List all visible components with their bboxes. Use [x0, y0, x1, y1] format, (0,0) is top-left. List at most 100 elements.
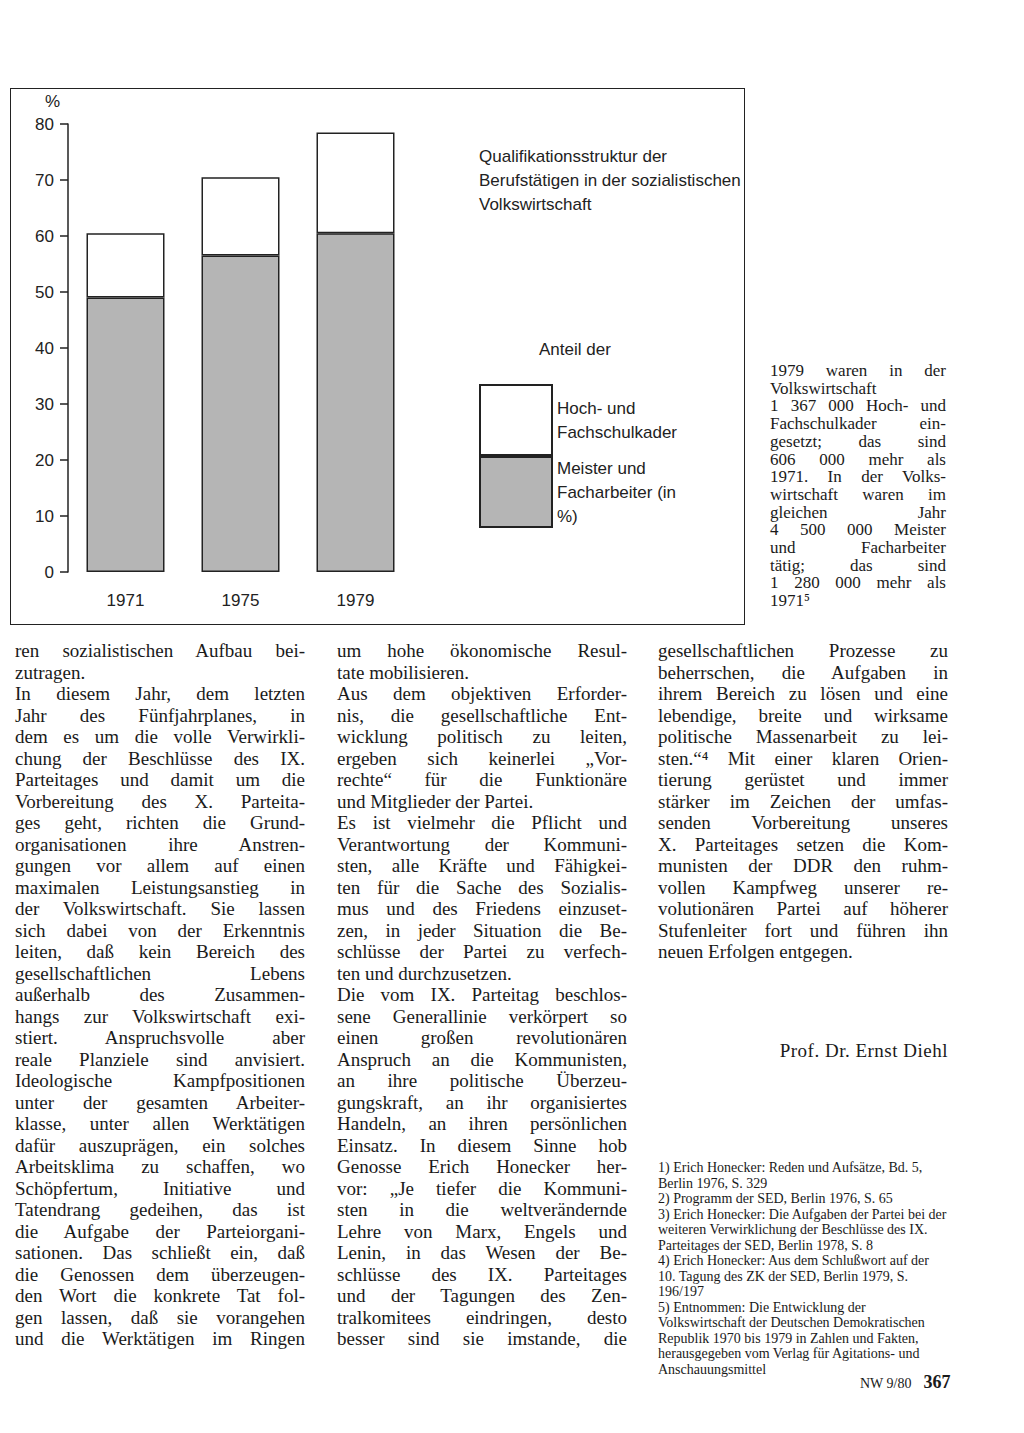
svg-text:60: 60 — [35, 227, 54, 246]
html-text:Stufenleiter fort und führen i: Stufenleiter fort und führen ihn — [658, 919, 948, 941]
html-text:Parteitages und damit um die: Parteitages und damit um die — [15, 769, 305, 790]
html-text:und der Tagungen des Zen-: und der Tagungen des Zen- — [337, 1285, 627, 1306]
html-text:Tatendrang gedeihen, das ist: Tatendrang gedeihen, das ist — [15, 1199, 305, 1220]
html-text:Jahr des Fünfjahrplanes, in: Jahr des Fünfjahrplanes, in — [15, 704, 305, 726]
html-text:1) Erich Honecker: Reden und A: 1) Erich Honecker: Reden und Aufsätze, B… — [658, 1160, 923, 1191]
html-text:chung der Beschlüsse des IX.: chung der Beschlüsse des IX. — [15, 747, 305, 769]
svg-text:Anteil der: Anteil der — [539, 340, 611, 359]
html-text:leiten, daß kein Bereich des: leiten, daß kein Bereich des — [15, 941, 305, 962]
svg-text:Hoch- und: Hoch- und — [557, 399, 640, 418]
html-text:Lehre von Marx, Engels und: Lehre von Marx, Engels und — [337, 1220, 627, 1242]
html-text:ren sozialistischen Aufbau bei: ren sozialistischen Aufbau bei- — [15, 640, 305, 661]
html-text:ten für die Sache des Sozialis: ten für die Sache des Sozialis- — [337, 876, 627, 898]
html-text:4) Erich Honecker: Aus dem Sch: 4) Erich Honecker: Aus dem Schlußwort au… — [658, 1253, 929, 1299]
html-text:Die vom IX. Parteitag beschlos: Die vom IX. Parteitag beschlos- — [337, 984, 627, 1005]
html-text:dem es um die volle Verwirkli-: dem es um die volle Verwirkli- — [15, 726, 305, 747]
html-text:In diesem Jahr, dem letzten: In diesem Jahr, dem letzten — [15, 683, 305, 704]
svg-text:Facharbeiter (in: Facharbeiter (in — [557, 483, 681, 502]
html-text:den Wort die konkrete Tat fol-: den Wort die konkrete Tat fol- — [15, 1285, 305, 1306]
svg-text:%): %) — [557, 507, 578, 526]
html-text:5) Entnommen: Die Entwicklung: 5) Entnommen: Die Entwicklung der Volksw… — [658, 1299, 925, 1377]
html-text:Es ist vielmehr die Pflicht un: Es ist vielmehr die Pflicht und — [337, 812, 627, 833]
html-text:Lenin, in das Wesen der Be-: Lenin, in das Wesen der Be- — [337, 1242, 627, 1263]
html-text:Verantwortung der Kommuni-: Verantwortung der Kommuni- — [337, 833, 627, 855]
html-text:wicklung politisch zu leiten,: wicklung politisch zu leiten, — [337, 726, 627, 747]
svg-text:1979: 1979 — [337, 591, 375, 610]
html-text:sich dabei von der Erkenntnis: sich dabei von der Erkenntnis — [15, 919, 305, 941]
html-text:vollen Kampfweg unserer re-: vollen Kampfweg unserer re- — [658, 876, 948, 898]
html-text:tralkomitees eindringen, desto: tralkomitees eindringen, desto — [337, 1306, 627, 1328]
svg-text:Berufstätigen in der sozialist: Berufstätigen in der sozialistischen — [479, 171, 744, 190]
html-text:und die Werktätigen im Ringen: und die Werktätigen im Ringen — [15, 1328, 305, 1349]
svg-text:1975: 1975 — [222, 591, 260, 610]
html-text:außerhalb des Zusammen-: außerhalb des Zusammen- — [15, 984, 305, 1005]
html-text:gen lassen, daß sie vorangehen: gen lassen, daß sie vorangehen — [15, 1306, 305, 1328]
html-text:hangs zur Volkswirtschaft exi-: hangs zur Volkswirtschaft exi- — [15, 1005, 305, 1027]
svg-text:%: % — [45, 92, 60, 111]
html-text:3) Erich Honecker: Die Aufgabe: 3) Erich Honecker: Die Aufgaben der Part… — [658, 1206, 947, 1253]
html-text:gungen vor allem auf einen: gungen vor allem auf einen — [15, 855, 305, 876]
html-text:unter der gesamten Arbeiter-: unter der gesamten Arbeiter- — [15, 1091, 305, 1113]
html-text:vor: „Je tiefer die Kommuni-: vor: „Je tiefer die Kommuni- — [337, 1177, 627, 1199]
svg-text:80: 80 — [35, 115, 54, 134]
html-text:gesellschaftlichen Lebens: gesellschaftlichen Lebens — [15, 962, 305, 984]
html-text:zutragen.: zutragen. — [15, 661, 86, 683]
svg-text:Meister und: Meister und — [557, 459, 651, 478]
svg-text:40: 40 — [35, 339, 54, 358]
svg-text:50: 50 — [35, 283, 54, 302]
svg-text:20: 20 — [35, 451, 54, 470]
html-text:tate mobilisieren.: tate mobilisieren. — [337, 661, 469, 683]
html-text:ergeben sich keinerlei „Vor-: ergeben sich keinerlei „Vor- — [337, 747, 627, 769]
html-text:ges geht, richten die Grund-: ges geht, richten die Grund- — [15, 812, 305, 833]
html-text:ten und durchzusetzen.: ten und durchzusetzen. — [337, 962, 512, 984]
html-text:stärker im Zeichen der umfas-: stärker im Zeichen der umfas- — [658, 790, 948, 812]
svg-text:Qualifikationsstruktur der: Qualifikationsstruktur der — [479, 147, 672, 166]
html-text:sten in die weltverändernde: sten in die weltverändernde — [337, 1199, 627, 1220]
html-text:Genosse Erich Honecker her-: Genosse Erich Honecker her- — [337, 1156, 627, 1177]
html-text:X. Parteitages setzen die Kom-: X. Parteitages setzen die Kom- — [658, 833, 948, 855]
html-text:Anspruch an die Kommunisten,: Anspruch an die Kommunisten, — [337, 1048, 627, 1070]
html-text:organisationen ihre Anstren-: organisationen ihre Anstren- — [15, 833, 305, 855]
html-text:Handeln, an ihren persönlichen: Handeln, an ihren persönlichen — [337, 1113, 627, 1134]
svg-text:70: 70 — [35, 171, 54, 190]
html-text:Arbeitsklima zu schaffen, wo: Arbeitsklima zu schaffen, wo — [15, 1156, 305, 1177]
html-text:mus und des Friedens einzuset-: mus und des Friedens einzuset- — [337, 898, 627, 919]
svg-text:30: 30 — [35, 395, 54, 414]
html-text:gungskraft, an ihr organisiert: gungskraft, an ihr organisiertes — [337, 1091, 627, 1113]
html-text:Einsatz. In diesem Sinne hob: Einsatz. In diesem Sinne hob — [337, 1134, 627, 1156]
html-text:stiert. Anspruchsvolle aber: stiert. Anspruchsvolle aber — [15, 1027, 305, 1048]
html-text:um hohe ökonomische Resul-: um hohe ökonomische Resul- — [337, 640, 627, 661]
html-text:sten.“⁴ Mit einer klaren Orien: sten.“⁴ Mit einer klaren Orien- — [658, 747, 948, 769]
html-text:dafür auszuprägen, ein solches: dafür auszuprägen, ein solches — [15, 1134, 305, 1156]
html-text:die Aufgabe der Parteiorgani-: die Aufgabe der Parteiorgani- — [15, 1220, 305, 1242]
html-text:rechte“ für die Funktionäre: rechte“ für die Funktionäre — [337, 769, 627, 790]
svg-text:0: 0 — [45, 563, 54, 582]
svg-text:Volkswirtschaft: Volkswirtschaft — [479, 195, 592, 214]
html-text:nis, die gesellschaftliche Ent: nis, die gesellschaftliche Ent- — [337, 704, 627, 726]
html-text:Schöpfertum, Initiative und: Schöpfertum, Initiative und — [15, 1177, 305, 1199]
html-text:die Genossen dem überzeugen-: die Genossen dem überzeugen- — [15, 1263, 305, 1285]
html-text:gesellschaftlichen Prozesse zu: gesellschaftlichen Prozesse zu — [658, 640, 948, 661]
svg-text:Fachschulkader: Fachschulkader — [557, 423, 677, 442]
html-text:Aus dem objektiven Erforder-: Aus dem objektiven Erforder- — [337, 683, 627, 704]
html-text:besser sind sie imstande, die: besser sind sie imstande, die — [337, 1328, 627, 1349]
svg-text:1971: 1971 — [107, 591, 145, 610]
html-text:schlüsse der Partei zu verfech: schlüsse der Partei zu verfech- — [337, 941, 627, 962]
html-text:sationen. Das schließt ein, da: sationen. Das schließt ein, daß — [15, 1242, 305, 1263]
html-text:sten, alle Kräfte und Fähigkei: sten, alle Kräfte und Fähigkei- — [337, 855, 627, 876]
html-text:schlüsse des IX. Parteitages: schlüsse des IX. Parteitages — [337, 1263, 627, 1285]
svg-text:10: 10 — [35, 507, 54, 526]
html-text:sene Generallinie verkörpert s: sene Generallinie verkörpert so — [337, 1005, 627, 1027]
html-text:klasse, unter allen Werktätige: klasse, unter allen Werktätigen — [15, 1113, 305, 1134]
html-text:an ihre politische Überzeu-: an ihre politische Überzeu- — [337, 1070, 627, 1091]
html-text:der Volkswirtschaft. Sie lasse: der Volkswirtschaft. Sie lassen — [15, 898, 305, 919]
html-text:einen großen revolutionären: einen großen revolutionären — [337, 1027, 627, 1048]
html-text:reale Planziele sind anvisiert: reale Planziele sind anvisiert. — [15, 1048, 305, 1070]
html-text:beherrschen, die Aufgaben in: beherrschen, die Aufgaben in — [658, 661, 948, 683]
html-text:und Mitglieder der Partei.: und Mitglieder der Partei. — [337, 790, 534, 812]
html-text:Vorbereitung des X. Parteita-: Vorbereitung des X. Parteita- — [15, 790, 305, 812]
html-text:lebendige, breite und wirksame: lebendige, breite und wirksame — [658, 704, 948, 726]
html-text:Ideologische Kampfpositionen: Ideologische Kampfpositionen — [15, 1070, 305, 1091]
html-text:zen, in jeder Situation die Be: zen, in jeder Situation die Be- — [337, 919, 627, 941]
html-text:maximalen Leistungsanstieg in: maximalen Leistungsanstieg in — [15, 876, 305, 898]
